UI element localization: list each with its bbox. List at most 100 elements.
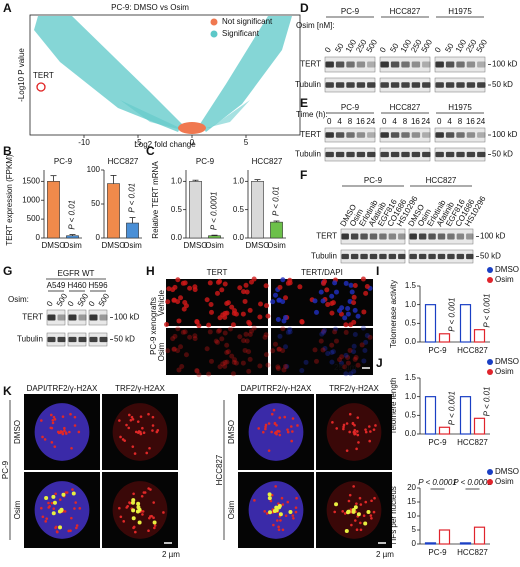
tissue-signal — [287, 326, 293, 332]
lane-label: 500 — [365, 38, 380, 55]
bar — [459, 396, 472, 435]
trf2-focus — [151, 415, 155, 419]
trf2-focus — [54, 492, 57, 496]
trf2-focus — [50, 501, 54, 505]
blot-band — [369, 233, 378, 240]
y-tick-label: 100 — [87, 165, 101, 174]
blot-band — [380, 132, 389, 138]
blot-band — [437, 233, 446, 240]
column-label: TERT/DAPI — [301, 268, 343, 277]
blot-band — [89, 336, 98, 343]
tissue-signal — [165, 299, 171, 305]
trf2-focus — [269, 499, 273, 503]
trf2-focus — [277, 525, 280, 529]
blot-band — [388, 233, 397, 240]
trf2-focus — [370, 499, 373, 503]
trf2-focus — [77, 430, 81, 434]
y-tick-label: 1.0 — [405, 392, 417, 401]
blot-band — [411, 82, 421, 88]
blot-band — [477, 82, 486, 88]
trf2-focus — [53, 418, 57, 421]
cell-line: H1975 — [448, 103, 472, 112]
size-marker: 100 kD — [492, 130, 518, 139]
trf2-focus — [53, 445, 57, 448]
tissue-signal — [209, 358, 215, 364]
tissue-signal — [275, 364, 281, 370]
row-label: Vehicle — [157, 290, 166, 316]
tif-focus — [131, 508, 136, 513]
trf2-focus — [50, 441, 54, 444]
blot-band — [435, 61, 444, 68]
tif-focus — [353, 505, 358, 510]
tif-focus — [51, 511, 56, 516]
trf2-focus — [139, 432, 143, 436]
blot-band — [346, 61, 355, 68]
y-axis-label: Relative TERT mRNA — [151, 161, 160, 239]
blot-band — [398, 233, 406, 240]
blot-band — [346, 132, 355, 138]
trf2-focus — [145, 451, 149, 455]
trf2-focus — [128, 413, 131, 417]
blot-band — [68, 336, 77, 343]
y-axis-label: TERT expression (FPKM) — [5, 154, 14, 246]
trf2-focus — [153, 524, 157, 527]
blot-band — [325, 61, 334, 68]
tissue-signal — [244, 289, 250, 295]
column-label: TERT — [207, 268, 228, 277]
tissue-signal — [280, 326, 286, 332]
tissue-signal — [343, 329, 349, 335]
trf2-focus — [71, 488, 74, 491]
trf2-focus — [289, 425, 293, 428]
panel-label: I — [376, 264, 379, 278]
trf2-focus — [356, 433, 360, 437]
blot-band — [409, 233, 417, 240]
trf2-focus — [353, 423, 356, 427]
tissue-signal — [217, 278, 223, 284]
trf2-focus — [286, 428, 289, 431]
y-tick-label: 10 — [407, 511, 416, 520]
trf2-focus — [270, 412, 274, 416]
y-tick-label: 0.5 — [171, 205, 183, 214]
trf2-focus — [294, 510, 298, 514]
trf2-focus — [362, 514, 366, 518]
blot-band — [325, 132, 334, 138]
size-marker: 50 kD — [492, 80, 513, 89]
tissue-signal — [258, 301, 264, 307]
trf2-focus — [356, 430, 359, 433]
tissue-signal — [276, 346, 282, 352]
tissue-signal — [248, 328, 254, 334]
panel-label: A — [3, 1, 12, 15]
tissue-signal — [230, 322, 236, 328]
tissue-signal — [329, 310, 335, 316]
tissue-signal — [231, 359, 237, 365]
tif-focus — [344, 528, 349, 533]
blot-band — [335, 132, 345, 138]
trf2-focus — [129, 418, 133, 422]
tif-focus — [152, 520, 157, 525]
blot-band — [341, 253, 349, 260]
trf2-focus — [353, 519, 357, 522]
trf2-focus — [356, 416, 360, 419]
trf2-focus — [50, 413, 53, 417]
lane-label: 8 — [348, 117, 353, 126]
y-tick-label: 1.0 — [233, 176, 245, 185]
plot-title: PC-9: DMSO vs Osim — [111, 3, 189, 12]
tissue-signal — [224, 310, 230, 316]
trf2-focus — [291, 514, 295, 517]
lane-label: 16 — [411, 117, 420, 126]
y-tick-label: 15 — [407, 497, 416, 506]
tissue-signal — [320, 298, 326, 304]
trf2-focus — [134, 430, 138, 434]
y-tick-label: 0.5 — [405, 410, 417, 419]
x-tick-label: Osim — [63, 241, 82, 250]
size-marker: 50 kD — [114, 335, 135, 344]
y-tick-label: 5 — [412, 525, 417, 534]
trf2-focus — [267, 449, 271, 452]
tissue-signal — [347, 347, 353, 353]
tissue-signal — [233, 360, 239, 366]
trf2-focus — [275, 423, 278, 427]
blot-band — [335, 151, 345, 158]
blot-band — [350, 233, 359, 240]
tissue-signal — [222, 363, 228, 369]
bar — [208, 235, 221, 239]
